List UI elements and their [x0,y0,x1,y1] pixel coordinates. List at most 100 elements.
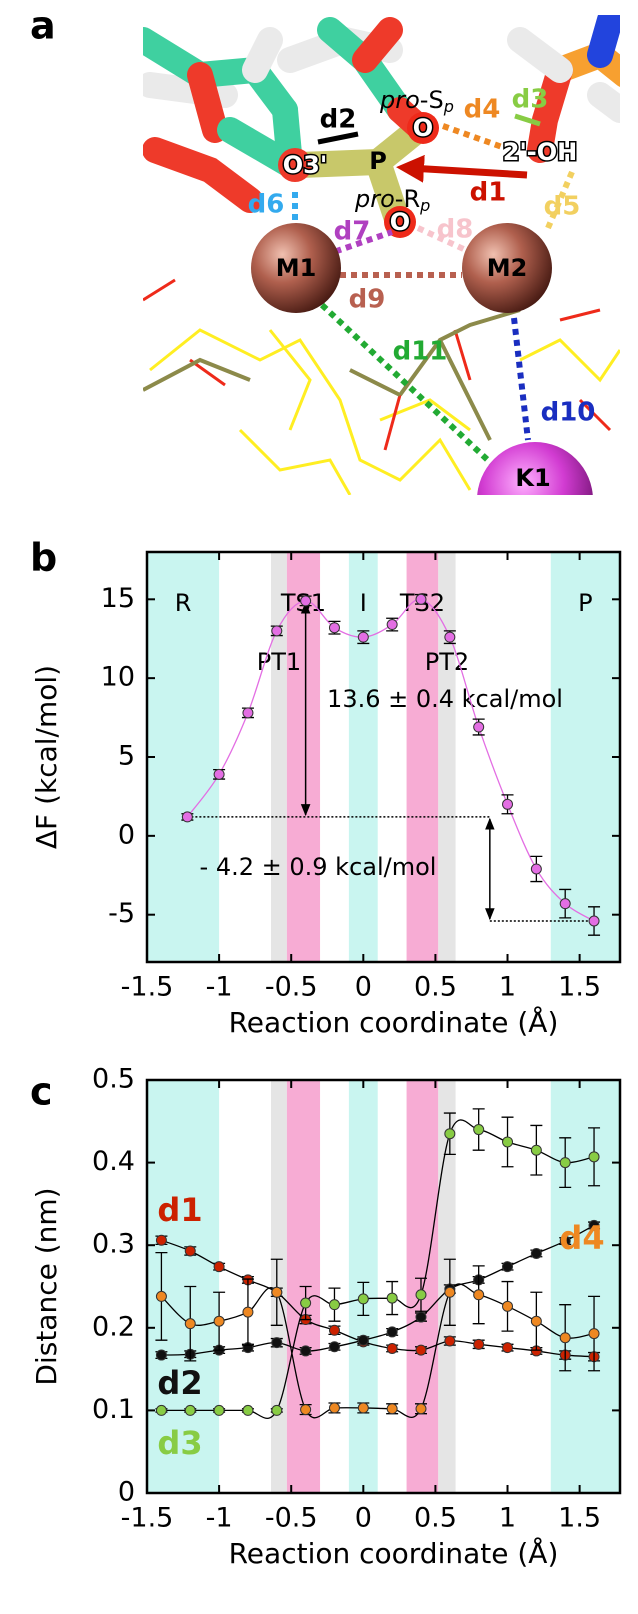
data-point [415,1311,427,1323]
x-tick-label: 1.5 [558,1503,601,1534]
plot-frame [145,1078,622,1495]
data-point [473,1124,485,1136]
data-point [559,1332,571,1344]
label-d6: d6 [248,190,285,220]
label-d10: d10 [541,398,596,428]
region [147,1080,220,1493]
label-d9: d9 [349,285,386,315]
label-m2: M2 [487,254,528,282]
data-point [300,1297,312,1309]
data-point [559,1235,571,1247]
data-point [184,1245,196,1257]
series-label: d4 [559,1219,604,1257]
x-axis-label: Reaction coordinate (Å) [229,1536,559,1570]
annotation: 13.6 ± 0.4 kcal/mol [327,685,563,713]
data-point [328,1324,340,1336]
data-point [155,1349,167,1361]
label-d1: d1 [470,178,507,208]
label-subscript: p [419,196,430,215]
data-point [213,1315,225,1327]
label-text: pro [354,185,395,213]
data-point [242,1404,254,1416]
series-line [161,1224,595,1356]
label-d8: d8 [437,215,474,245]
label-m1: M1 [276,254,317,282]
y-tick-label: 0.5 [92,1064,135,1095]
y-tick-label: 10 [101,662,135,693]
data-point [444,1286,456,1298]
data-point [271,625,283,637]
label-subscript: p [443,97,454,116]
data-point [502,1261,514,1273]
label-d11: d11 [393,337,448,367]
y-tick-label: 5 [118,741,135,772]
y-tick-label: 0 [118,819,135,850]
molecule-image [143,15,620,495]
data-point [444,631,456,643]
annotation: - 4.2 ± 0.9 kcal/mol [200,853,437,881]
label-o: O [413,114,433,142]
data-point [559,1157,571,1169]
x-tick-label: 0.5 [414,1503,457,1534]
data-point [328,1341,340,1353]
data-point [357,1334,369,1346]
data-point [155,1234,167,1246]
region-label: R [175,589,192,617]
data-point [473,1289,485,1301]
x-tick-label: 1 [499,1503,516,1534]
data-point [300,595,312,607]
series-label: d1 [157,1191,202,1229]
data-point [415,1403,427,1415]
data-point [559,898,571,910]
panel-label: a [30,4,56,48]
y-axis-label: ΔF (kcal/mol) [30,665,63,849]
x-tick-label: -1.5 [121,972,174,1003]
x-tick-label: 0.5 [414,972,457,1003]
x-tick-label: 0 [355,1503,372,1534]
data-point [386,1403,398,1415]
label-k1: K1 [515,464,550,492]
data-point [328,1402,340,1414]
label-text: -S [420,86,444,114]
region [147,552,220,962]
data-point [588,1151,600,1163]
label-o3: O3' [283,151,327,179]
data-point [213,768,225,780]
data-point [271,1404,283,1416]
y-tick-label: 15 [101,583,135,614]
region-label: I [360,589,367,617]
series-line [160,1283,595,1419]
label-text: -R [395,185,420,213]
label-pro-rp: pro-Rp [354,185,430,215]
data-point [213,1404,225,1416]
data-point [242,1306,254,1318]
data-point [473,721,485,733]
data-point [386,1292,398,1304]
region [550,1080,620,1493]
label-d4: d4 [464,95,501,125]
region [348,552,378,962]
data-point [502,1300,514,1312]
data-point [386,1342,398,1354]
data-point [415,593,427,605]
panel-label: c [30,1070,53,1114]
data-point [415,1344,427,1356]
data-point [357,631,369,643]
y-tick-label: 0 [118,1477,135,1508]
y-axis-label: Distance (nm) [30,1187,63,1385]
y-tick-label: 0.4 [92,1146,135,1177]
data-point [300,1404,312,1416]
series-line [161,1239,595,1358]
data-point [502,1136,514,1148]
x-tick-label: -1 [206,1503,233,1534]
y-tick-label: -5 [108,898,135,929]
data-point [271,1337,283,1349]
data-point [181,811,193,823]
x-axis-label: Reaction coordinate (Å) [229,1005,559,1039]
data-point [502,1342,514,1354]
data-point [328,1299,340,1311]
data-point [530,1144,542,1156]
data-point [444,1128,456,1140]
data-point [184,1318,196,1330]
region [438,552,456,962]
